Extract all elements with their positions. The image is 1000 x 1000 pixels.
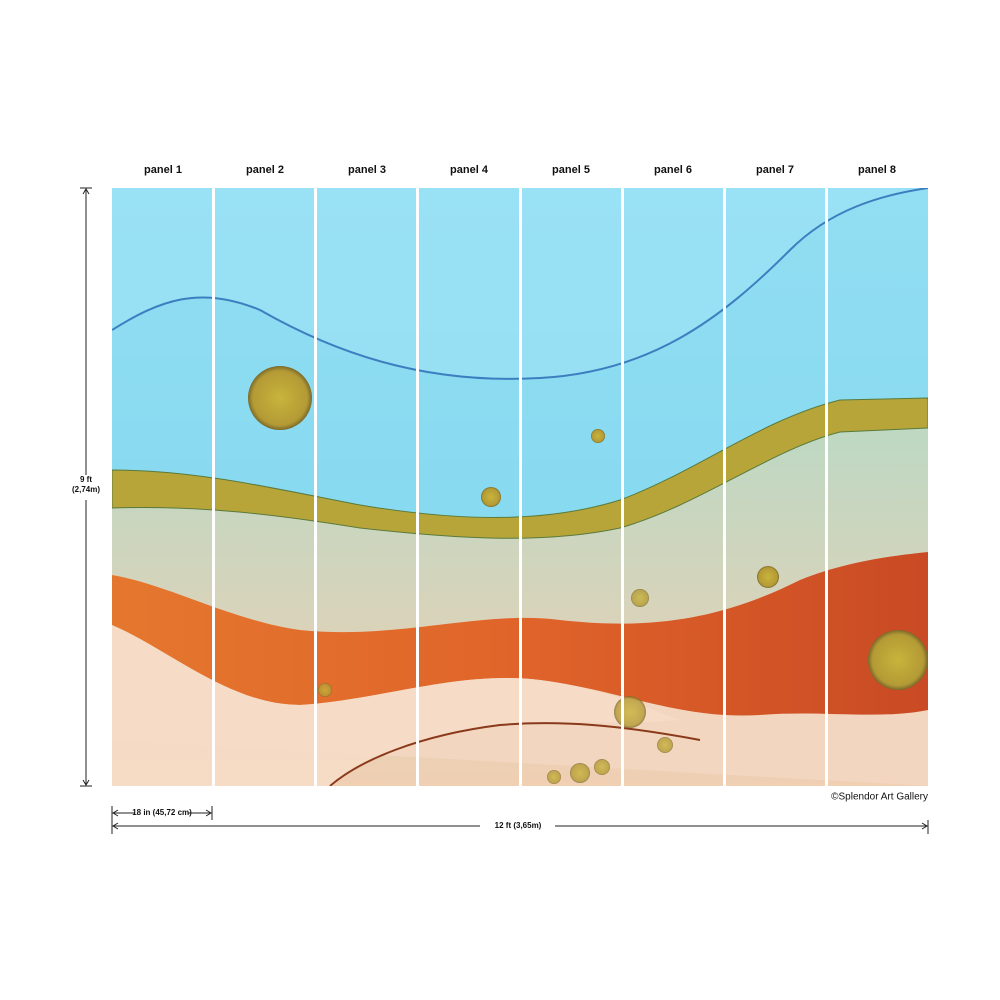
panel-label: panel 6 — [654, 164, 692, 176]
credit: ©Splendor Art Gallery — [831, 792, 928, 803]
panel-separators — [212, 188, 828, 786]
panel-label: panel 1 — [144, 164, 182, 176]
height-label-metric: (2,74m) — [72, 485, 100, 494]
panel-label: panel 4 — [450, 164, 489, 176]
total-width-label: 12 ft (3,65m) — [495, 821, 542, 830]
panel-label: panel 7 — [756, 164, 794, 176]
panel-width-label: 18 in (45,72 cm) — [132, 808, 192, 817]
panel-label: panel 5 — [552, 164, 590, 176]
panel-label: panel 8 — [858, 164, 896, 176]
panel-label: panel 3 — [348, 164, 386, 176]
dimension-lines — [80, 187, 929, 834]
panel-label: panel 2 — [246, 164, 284, 176]
height-label: 9 ft — [80, 475, 92, 484]
